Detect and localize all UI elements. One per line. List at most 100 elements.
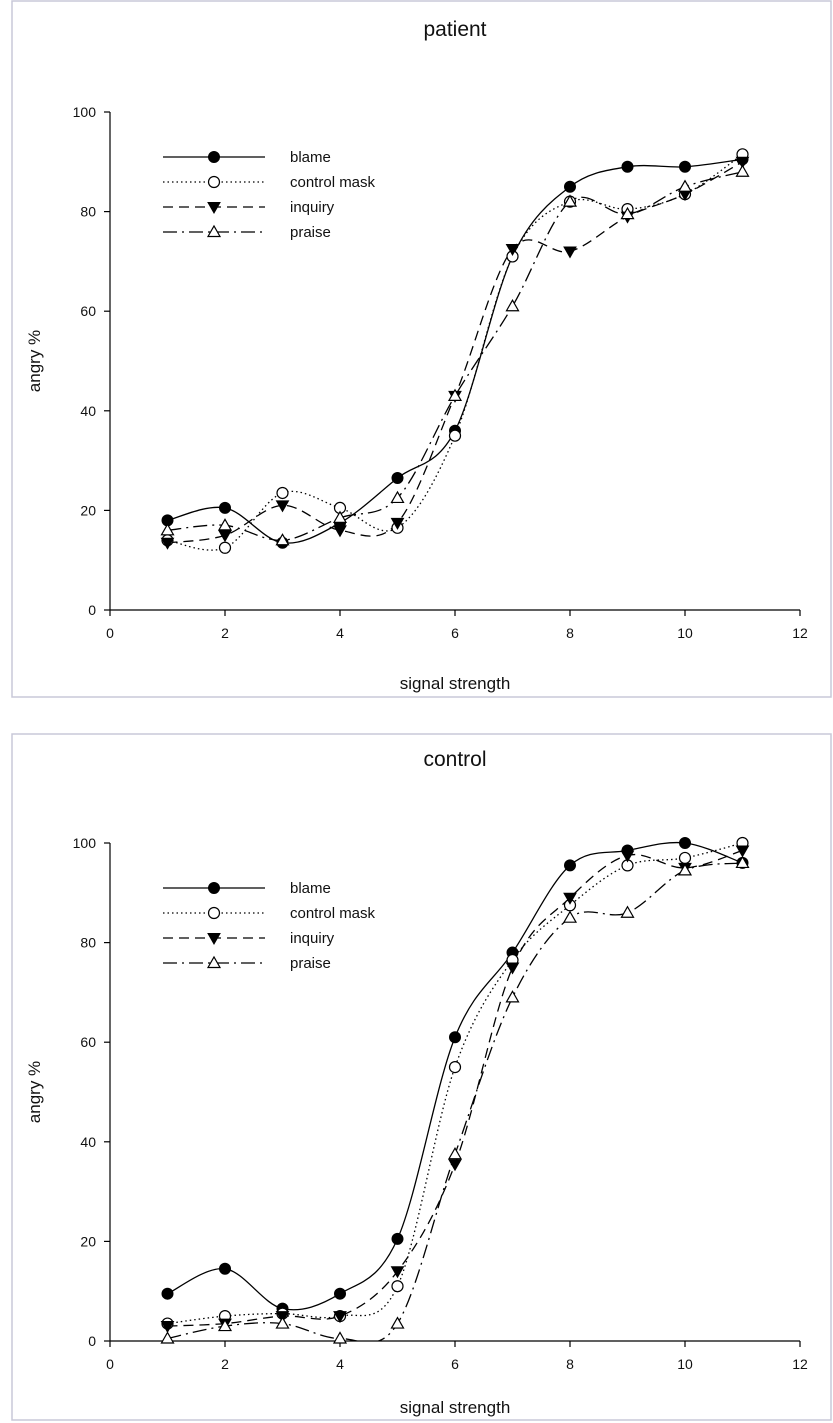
- legend-marker: [207, 906, 221, 920]
- series-line-praise: [167, 862, 743, 1341]
- series-line-control-mask: [167, 153, 743, 551]
- x-tick-label: 0: [106, 1356, 114, 1372]
- data-point-inquiry: [390, 517, 405, 530]
- data-point-inquiry: [505, 962, 520, 975]
- x-tick-label: 4: [336, 1356, 344, 1372]
- data-point-praise: [505, 299, 520, 312]
- data-point-praise: [390, 1316, 405, 1329]
- data-point-praise: [275, 1316, 290, 1329]
- y-tick-label: 100: [73, 835, 97, 851]
- x-tick-label: 10: [677, 625, 693, 641]
- data-point-praise: [160, 1331, 175, 1344]
- data-point-praise: [217, 1318, 233, 1332]
- y-tick-label: 100: [73, 104, 97, 120]
- y-tick-label: 60: [80, 1034, 96, 1050]
- data-point-blame: [564, 859, 576, 872]
- legend-label: inquiry: [290, 199, 335, 216]
- data-point-inquiry: [448, 1159, 462, 1172]
- data-point-inquiry: [563, 892, 577, 905]
- data-point-praise: [620, 206, 635, 220]
- y-tick-label: 40: [80, 1134, 96, 1150]
- data-point-praise: [332, 510, 348, 523]
- data-point-control-mask: [448, 1061, 462, 1074]
- data-point-inquiry: [160, 537, 175, 550]
- data-point-blame: [219, 501, 231, 514]
- x-tick-label: 4: [336, 625, 344, 641]
- panel-frame: [11, 733, 832, 1421]
- data-point-control-mask: [276, 486, 289, 500]
- data-point-praise: [562, 194, 578, 207]
- x-tick-label: 8: [566, 625, 574, 641]
- series-line-praise: [167, 171, 743, 541]
- y-tick-label: 20: [80, 502, 96, 518]
- y-axis-label: angry %: [25, 1061, 44, 1123]
- x-axis-label: signal strength: [400, 1398, 511, 1417]
- legend-label: blame: [290, 880, 331, 897]
- data-point-blame: [391, 472, 404, 485]
- data-point-praise: [677, 863, 693, 876]
- data-point-inquiry: [505, 243, 520, 256]
- data-point-control-mask: [218, 541, 232, 554]
- data-point-control-mask: [391, 1280, 404, 1293]
- legend-marker: [208, 882, 220, 894]
- data-point-blame: [391, 1232, 404, 1245]
- y-axis-label: angry %: [25, 330, 44, 392]
- data-point-praise: [160, 523, 175, 536]
- data-point-inquiry: [390, 1266, 405, 1279]
- series-line-blame: [167, 158, 743, 544]
- x-tick-label: 12: [792, 1356, 808, 1372]
- data-point-praise: [562, 910, 578, 923]
- x-tick-label: 6: [451, 625, 459, 641]
- data-point-praise: [447, 1147, 463, 1160]
- data-point-inquiry: [620, 850, 635, 863]
- data-point-blame: [449, 1031, 461, 1044]
- data-point-blame: [679, 837, 691, 849]
- data-point-praise: [677, 179, 693, 192]
- chart-title: control: [423, 748, 486, 771]
- data-point-inquiry: [218, 530, 232, 543]
- series-line-control-mask: [167, 842, 743, 1325]
- data-point-inquiry: [275, 500, 290, 513]
- legend-label: control mask: [290, 905, 376, 922]
- data-point-inquiry: [333, 1311, 347, 1324]
- y-tick-label: 60: [80, 303, 96, 319]
- y-tick-label: 80: [80, 935, 96, 951]
- x-tick-label: 0: [106, 625, 114, 641]
- panel-frame: [11, 0, 832, 698]
- data-point-blame: [679, 160, 691, 173]
- chart-panel-patient: patient 0 20 40 60 80 100 0 2 4 6 8 10 12 signal stren…: [11, 0, 832, 698]
- data-point-praise: [505, 990, 520, 1003]
- data-point-blame: [564, 180, 576, 193]
- legend-marker: [208, 151, 220, 163]
- data-point-praise: [735, 855, 750, 869]
- data-point-inquiry: [735, 156, 750, 169]
- x-tick-label: 8: [566, 1356, 574, 1372]
- legend-marker: [206, 224, 222, 238]
- data-point-inquiry: [735, 845, 750, 858]
- data-point-inquiry: [160, 1321, 175, 1334]
- legend-marker: [207, 175, 221, 189]
- y-tick-label: 40: [80, 403, 96, 419]
- x-tick-label: 10: [677, 1356, 693, 1372]
- data-point-blame: [161, 1287, 174, 1300]
- data-point-praise: [390, 490, 405, 504]
- series-line-inquiry: [167, 849, 743, 1327]
- x-axis-label: signal strength: [400, 674, 511, 693]
- data-point-inquiry: [563, 246, 577, 259]
- data-point-control-mask: [448, 429, 462, 442]
- data-point-inquiry: [333, 525, 347, 538]
- x-tick-label: 12: [792, 625, 808, 641]
- y-tick-label: 80: [80, 204, 96, 220]
- data-point-praise: [447, 388, 463, 401]
- legend-marker: [206, 955, 222, 969]
- x-tick-label: 2: [221, 625, 229, 641]
- y-tick-label: 0: [88, 1333, 96, 1349]
- data-point-blame: [219, 1262, 231, 1275]
- legend-label: praise: [290, 955, 331, 972]
- y-tick-label: 0: [88, 602, 96, 618]
- data-point-praise: [332, 1331, 348, 1344]
- legend-marker: [207, 933, 221, 946]
- legend-label: blame: [290, 149, 331, 166]
- data-point-praise: [275, 533, 290, 546]
- data-point-blame: [334, 1287, 346, 1300]
